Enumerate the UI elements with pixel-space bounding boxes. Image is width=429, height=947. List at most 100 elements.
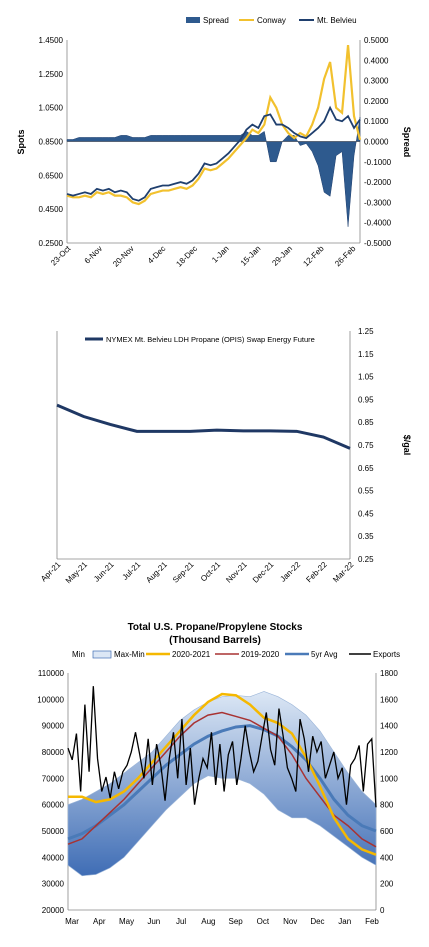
y-left-tick-label: 0.4500 (39, 205, 64, 214)
y-right-tick-label: 0.85 (358, 418, 374, 427)
x-tick-label: Mar-22 (331, 560, 356, 585)
propane-futures-chart: NYMEX Mt. Belvieu LDH Propane (OPIS) Swa… (39, 327, 412, 585)
y-right-tick-label: 1.25 (358, 327, 374, 336)
y-right-tick-label: 1200 (380, 748, 398, 757)
x-tick-label: Apr (93, 917, 106, 926)
chart1-legend: Spread Conway Mt. Belvieu (186, 16, 357, 25)
y-right-tick-label: 0 (380, 906, 385, 915)
max-min-band (67, 691, 377, 877)
chart2-legend: NYMEX Mt. Belvieu LDH Propane (OPIS) Swa… (85, 335, 315, 344)
y-left-tick-label: 1.0500 (39, 104, 64, 113)
y-right-title: Spread (402, 127, 412, 158)
y-right-tick-label: 0.25 (358, 555, 374, 564)
y-right-title: $/gal (402, 435, 412, 456)
chart3-plot: 110000 100000 90000 80000 70000 60000 50000 400… (37, 669, 398, 926)
y-left-tick-label: 30000 (42, 880, 65, 889)
legend-maxmin-swatch (92, 650, 112, 659)
y-right-tick-label: 0.3000 (364, 77, 389, 86)
legend-spread-swatch (186, 17, 200, 23)
x-tick-label: Dec-21 (251, 560, 276, 585)
x-tick-label: 29-Jan (270, 244, 294, 268)
x-tick-label: Apr-21 (39, 560, 63, 584)
y-left-title: Spots (16, 129, 26, 154)
x-tick-label: May-21 (64, 560, 90, 586)
x-tick-label: Jan-22 (278, 560, 302, 584)
chart3-subtitle: (Thousand Barrels) (169, 635, 261, 646)
legend-spread-label: Spread (203, 16, 229, 25)
y-right-tick-label: 0.1000 (364, 117, 389, 126)
y-right-tick-label: 0.35 (358, 532, 374, 541)
legend-2019-label: 2019-2020 (241, 650, 280, 659)
y-left-tick-label: 100000 (37, 695, 64, 704)
y-right-tick-label: 0.0000 (364, 138, 389, 147)
series-2019-2020-line (67, 711, 377, 848)
spots-spread-chart: Spread Conway Mt. Belvieu Spots Spread 1… (16, 16, 412, 269)
x-tick-label: Jul-21 (121, 560, 143, 582)
x-tick-label: Aug (201, 917, 215, 926)
legend-avg-label: 5yr Avg (311, 650, 338, 659)
y-right-tick-label: 1400 (380, 722, 398, 731)
x-tick-label: Feb-22 (304, 560, 329, 585)
mt-belvieu-line (66, 105, 361, 202)
y-right-tick-label: 0.2000 (364, 97, 389, 106)
legend-exports-label: Exports (373, 650, 400, 659)
five-year-avg-line (67, 724, 377, 841)
y-right-tick-label: 1.05 (358, 373, 374, 382)
chart3-legend: Min Max-Min 2020-2021 2019-2020 5yr Avg … (72, 650, 400, 659)
x-tick-label: Nov-21 (224, 560, 249, 585)
nymex-propane-line (56, 403, 351, 450)
y-right-tick-label: -0.3000 (364, 198, 392, 207)
x-tick-label: Dec (310, 917, 324, 926)
legend-nymex-label: NYMEX Mt. Belvieu LDH Propane (OPIS) Swa… (106, 335, 315, 344)
x-tick-label: 6-Nov (83, 244, 104, 265)
x-tick-label: Nov (283, 917, 297, 926)
x-tick-label: Jun-21 (92, 560, 116, 584)
conway-line (66, 44, 362, 206)
y-left-tick-label: 90000 (42, 722, 65, 731)
x-tick-label: Sep-21 (171, 560, 196, 585)
exports-line (67, 686, 377, 808)
y-left-tick-label: 0.8500 (39, 138, 64, 147)
y-left-tick-label: 110000 (38, 669, 65, 678)
chart2-plot: 1.25 1.15 1.05 0.95 0.85 0.75 0.65 0.55 0.45 0.35… (39, 327, 374, 585)
y-right-tick-label: 1800 (380, 669, 398, 678)
x-tick-label: 15-Jan (239, 244, 263, 268)
y-left-tick-label: 1.4500 (39, 36, 64, 45)
y-right-tick-label: 0.75 (358, 441, 374, 450)
x-tick-label: Jun (147, 917, 160, 926)
y-right-tick-label: 0.95 (358, 395, 374, 404)
y-right-tick-label: 0.65 (358, 464, 374, 473)
y-right-tick-label: -0.1000 (364, 158, 392, 167)
legend-min-label: Min (72, 650, 85, 659)
y-right-tick-label: 1.15 (358, 350, 374, 359)
x-tick-label: Aug-21 (144, 560, 169, 585)
y-left-tick-label: 60000 (42, 801, 65, 810)
y-right-tick-label: 0.45 (358, 509, 374, 518)
y-right-tick-label: 0.55 (358, 487, 374, 496)
x-tick-label: 20-Nov (111, 244, 136, 269)
y-right-tick-label: 400 (380, 853, 394, 862)
x-tick-label: Jul (176, 917, 186, 926)
y-right-tick-label: 800 (380, 801, 394, 810)
y-right-tick-label: 200 (380, 880, 394, 889)
x-tick-label: Oct (257, 917, 270, 926)
y-left-tick-label: 80000 (42, 748, 65, 757)
y-right-tick-label: 600 (380, 827, 394, 836)
chart3-title: Total U.S. Propane/Propylene Stocks (128, 622, 303, 633)
x-tick-label: Oct-21 (199, 560, 223, 584)
y-right-tick-label: -0.5000 (364, 239, 392, 248)
y-right-tick-label: 0.5000 (364, 36, 389, 45)
x-tick-label: Mar (65, 917, 79, 926)
y-left-tick-label: 40000 (42, 853, 65, 862)
legend-conway-label: Conway (257, 16, 286, 25)
x-tick-label: Feb (365, 917, 379, 926)
x-tick-label: 12-Feb (301, 244, 326, 269)
propane-stocks-chart: Total U.S. Propane/Propylene Stocks (Tho… (37, 622, 400, 926)
y-left-tick-label: 0.2500 (39, 239, 64, 248)
y-left-tick-label: 70000 (42, 774, 65, 783)
y-right-tick-label: -0.2000 (364, 178, 392, 187)
y-left-tick-label: 50000 (42, 827, 65, 836)
series-2020-2021-line (68, 692, 377, 856)
y-right-tick-label: -0.4000 (364, 219, 392, 228)
x-tick-label: 4-Dec (146, 244, 167, 265)
